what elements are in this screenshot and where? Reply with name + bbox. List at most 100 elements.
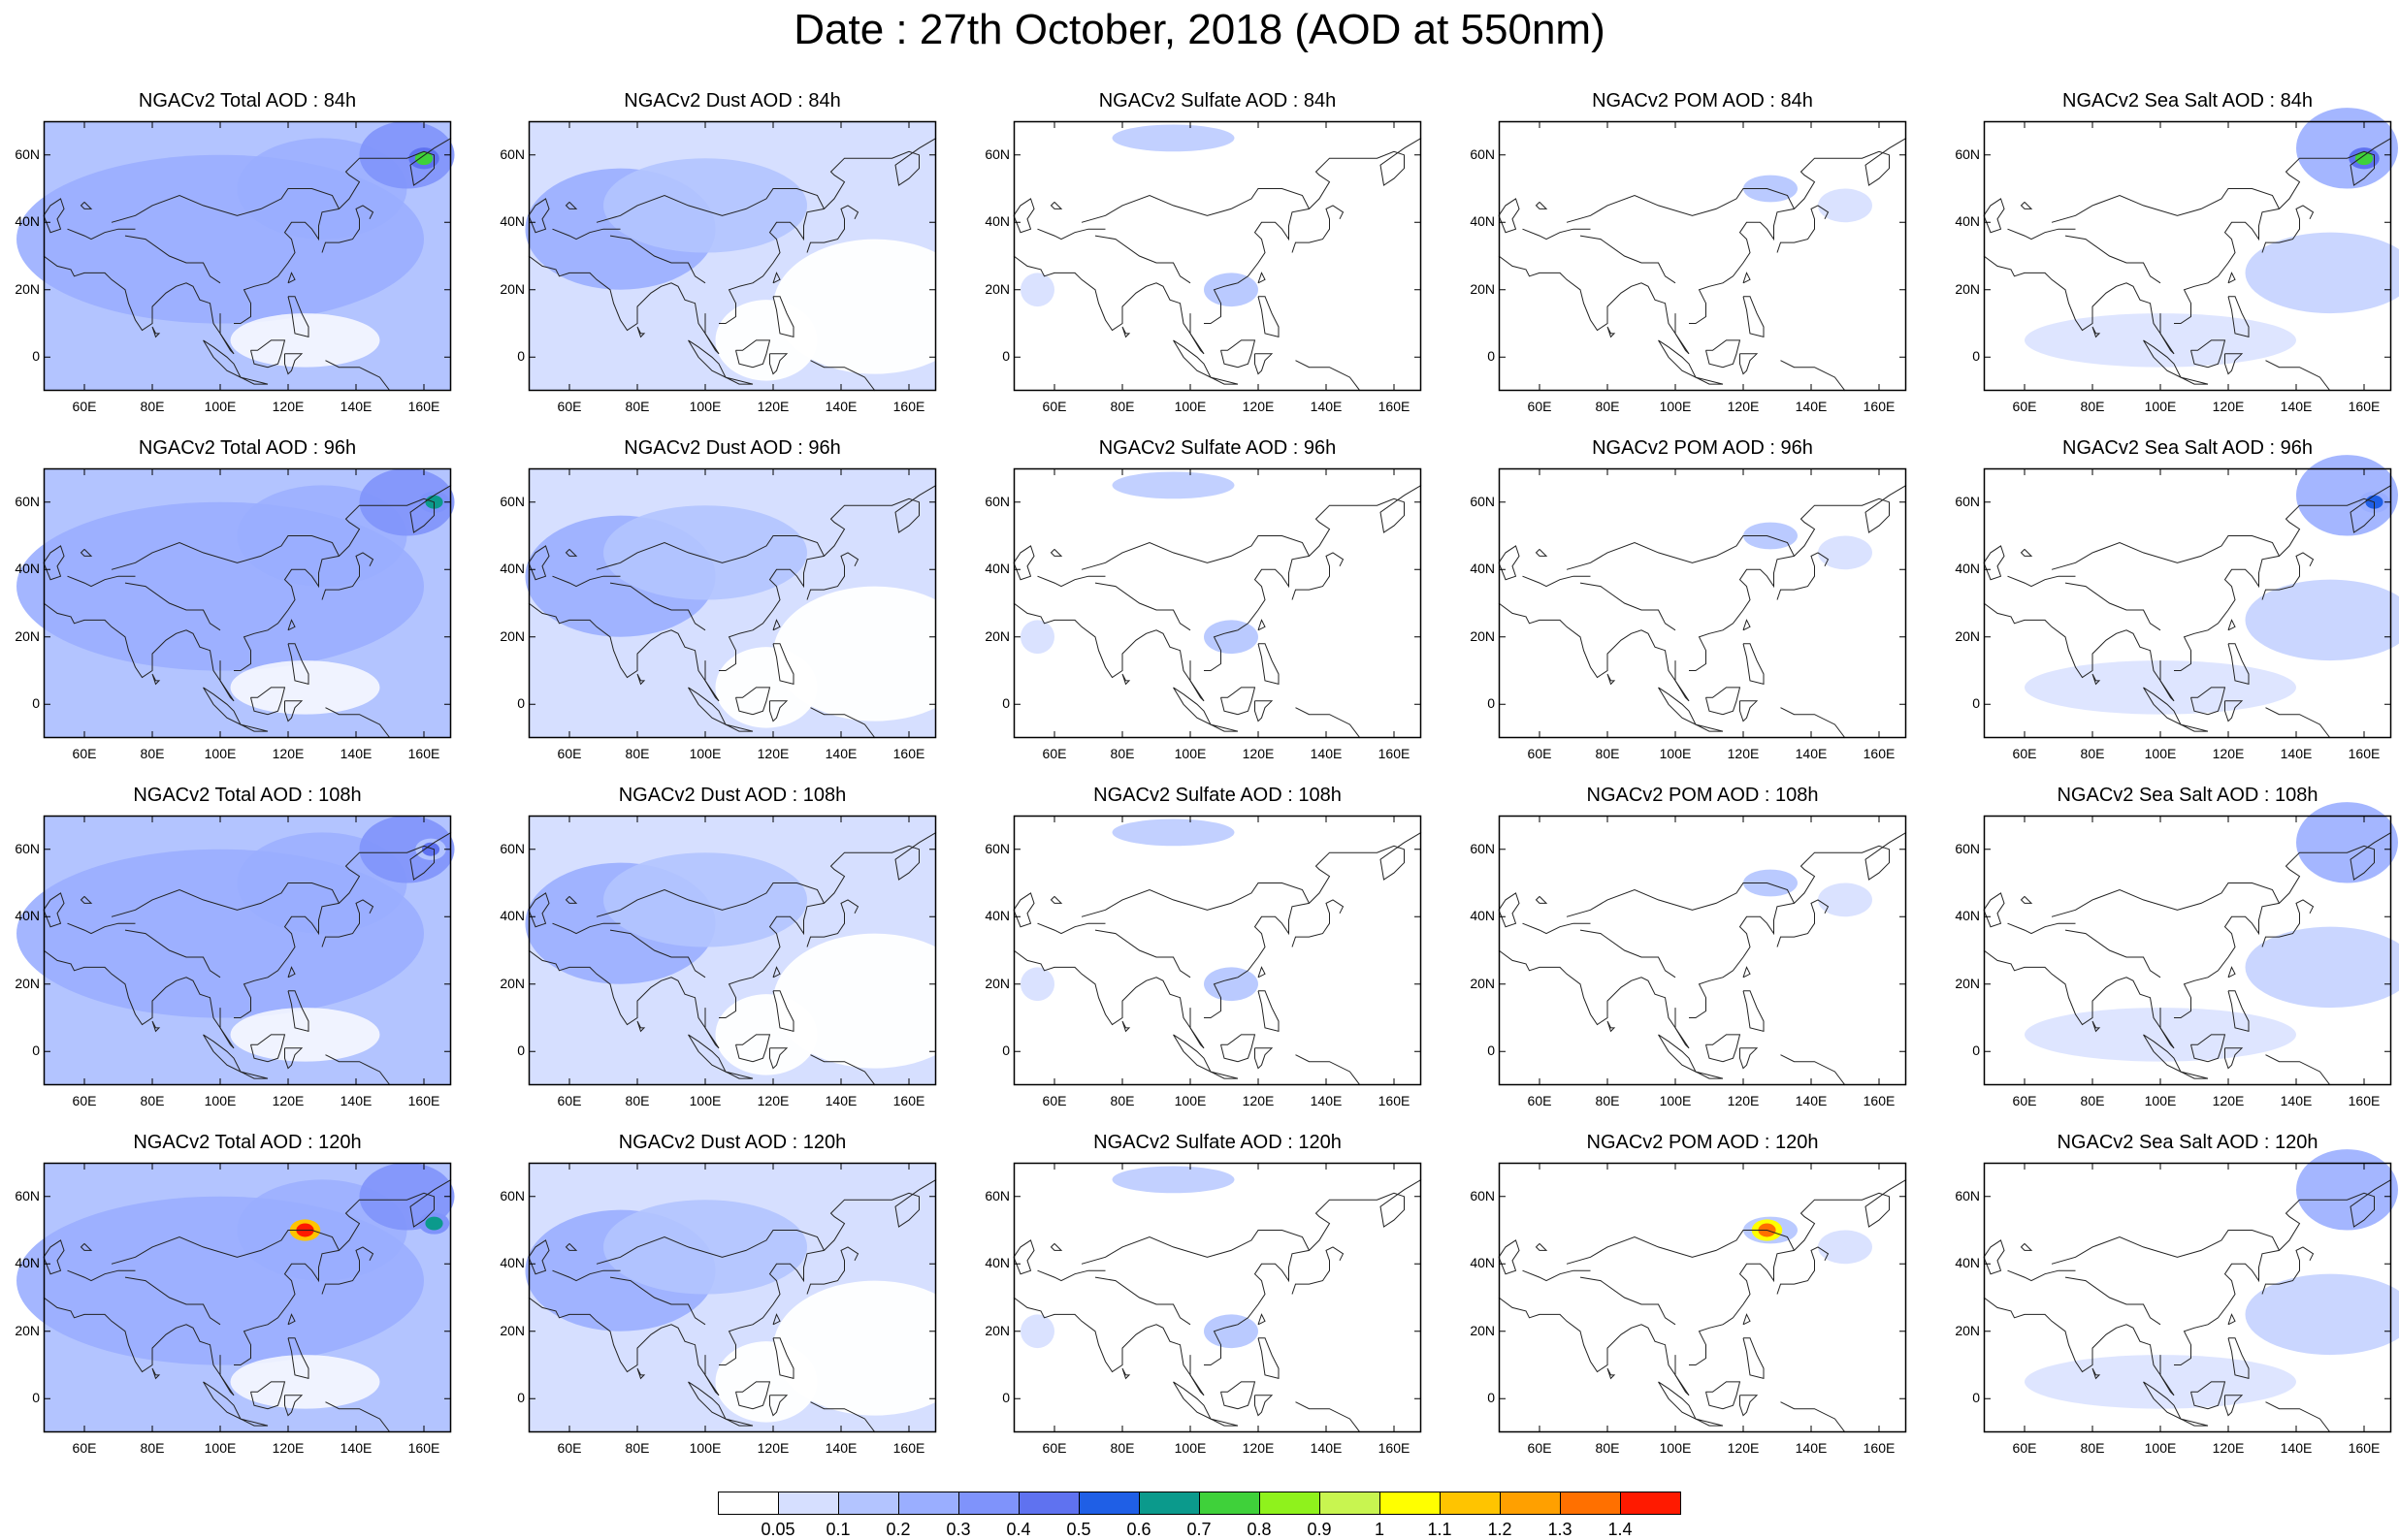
coastline: [596, 535, 825, 570]
coastline: [1257, 1313, 1266, 1326]
coastline: [1189, 660, 1205, 702]
coastline: [2051, 535, 2280, 570]
coastline: [287, 272, 296, 284]
coastline: [250, 687, 286, 716]
colorbar-label: 0.1: [826, 1520, 851, 1539]
coastline: [1220, 687, 1256, 716]
coastline: [1257, 1337, 1280, 1380]
x-tick-label: 80E: [1110, 1440, 1135, 1456]
coastline: [528, 198, 550, 234]
coastline: [1606, 1367, 1616, 1380]
aod-field-background: [1499, 121, 1906, 391]
x-tick-label: 80E: [1595, 1093, 1620, 1108]
y-tick-label: 60N: [500, 145, 525, 162]
y-tick-label: 40N: [15, 1255, 40, 1271]
x-tick-label: 80E: [2080, 1093, 2105, 1108]
coastline: [2020, 896, 2033, 904]
coastline: [688, 687, 728, 726]
x-tick-label: 60E: [1527, 399, 1552, 414]
aod-clear-region: [230, 313, 380, 368]
y-tick-label: 40N: [1470, 908, 1495, 924]
y-tick-label: 0: [1002, 1390, 1010, 1406]
coastline: [1566, 535, 1795, 570]
coastline: [552, 1269, 621, 1282]
coastline: [735, 1381, 771, 1410]
aod-region: [1021, 967, 1054, 1002]
coastline: [80, 202, 93, 209]
coastline: [1121, 326, 1131, 338]
y-tick-label: 0: [32, 348, 40, 365]
coastline: [1050, 202, 1063, 209]
coastline: [2174, 137, 2392, 324]
map-panel-total-108h: [16, 815, 455, 1086]
coastline: [203, 687, 243, 726]
coastline: [1658, 1381, 1698, 1421]
aod-region: [603, 158, 807, 253]
x-tick-label: 140E: [340, 1093, 373, 1108]
x-tick-label: 60E: [1042, 1440, 1067, 1456]
y-tick-label: 40N: [15, 561, 40, 577]
y-tick-label: 0: [517, 695, 525, 712]
coastline: [552, 575, 621, 588]
map-frame: [1498, 1162, 1907, 1433]
coastline: [2227, 643, 2250, 686]
panel-title: NGACv2 Total AOD : 84h: [138, 90, 357, 112]
coastline: [250, 1034, 286, 1063]
aod-field-background: [1014, 816, 1421, 1085]
y-tick-label: 20N: [985, 975, 1010, 991]
coastline: [688, 1034, 728, 1074]
x-tick-label: 60E: [557, 1093, 582, 1108]
panel-title: NGACv2 Dust AOD : 84h: [624, 90, 841, 112]
x-tick-label: 120E: [1242, 746, 1275, 761]
x-tick-label: 140E: [340, 1440, 373, 1456]
y-tick-label: 40N: [985, 1255, 1010, 1271]
coastline: [1173, 687, 1213, 726]
map-panel-pom-120h: [1498, 1162, 1907, 1433]
x-tick-label: 100E: [2144, 399, 2177, 414]
x-tick-label: 160E: [1378, 1093, 1410, 1108]
map-svg: [16, 815, 455, 1086]
coastline: [1013, 198, 1035, 234]
coastline: [1257, 296, 1280, 338]
aod-region: [1818, 535, 1872, 570]
coastline: [1254, 1047, 1274, 1070]
y-tick-label: 60N: [1955, 493, 1980, 509]
map-svg: [1013, 815, 1422, 1086]
coastline: [2227, 272, 2236, 284]
aod-region: [2296, 1149, 2398, 1231]
coastline: [1295, 1401, 1361, 1433]
coastline: [1742, 966, 1751, 979]
coastline: [1579, 582, 1676, 631]
map-panel-dust-108h: [525, 815, 977, 1086]
colorbar-label: 0.5: [1066, 1520, 1091, 1539]
colorbar-swatch: [1560, 1492, 1621, 1515]
coastline: [1674, 660, 1690, 702]
x-tick-label: 120E: [1727, 1093, 1760, 1108]
coastline: [1535, 896, 1548, 904]
coastline: [1173, 339, 1213, 379]
x-tick-label: 80E: [1110, 399, 1135, 414]
coastline: [609, 582, 706, 631]
coastline: [151, 673, 161, 686]
x-tick-label: 160E: [1863, 1440, 1896, 1456]
coastline: [1705, 1034, 1741, 1063]
x-tick-label: 140E: [825, 399, 858, 414]
x-tick-label: 80E: [1595, 399, 1620, 414]
coastline: [321, 552, 374, 600]
map-frame: [528, 467, 937, 739]
y-tick-label: 20N: [1470, 975, 1495, 991]
map-frame: [43, 815, 452, 1086]
coastline: [1983, 255, 2175, 355]
aod-region: [603, 1200, 807, 1295]
coastline: [2174, 1178, 2392, 1365]
coastline: [1210, 1071, 1239, 1079]
coastline: [1204, 831, 1422, 1018]
x-tick-label: 80E: [625, 1093, 650, 1108]
map-frame: [1983, 1162, 2392, 1433]
coastline: [2159, 1355, 2175, 1396]
coastline: [1776, 899, 1830, 947]
coastline: [1037, 1269, 1106, 1282]
x-tick-label: 160E: [2348, 746, 2381, 761]
coastline: [219, 1355, 235, 1396]
coastline: [1081, 882, 1310, 917]
